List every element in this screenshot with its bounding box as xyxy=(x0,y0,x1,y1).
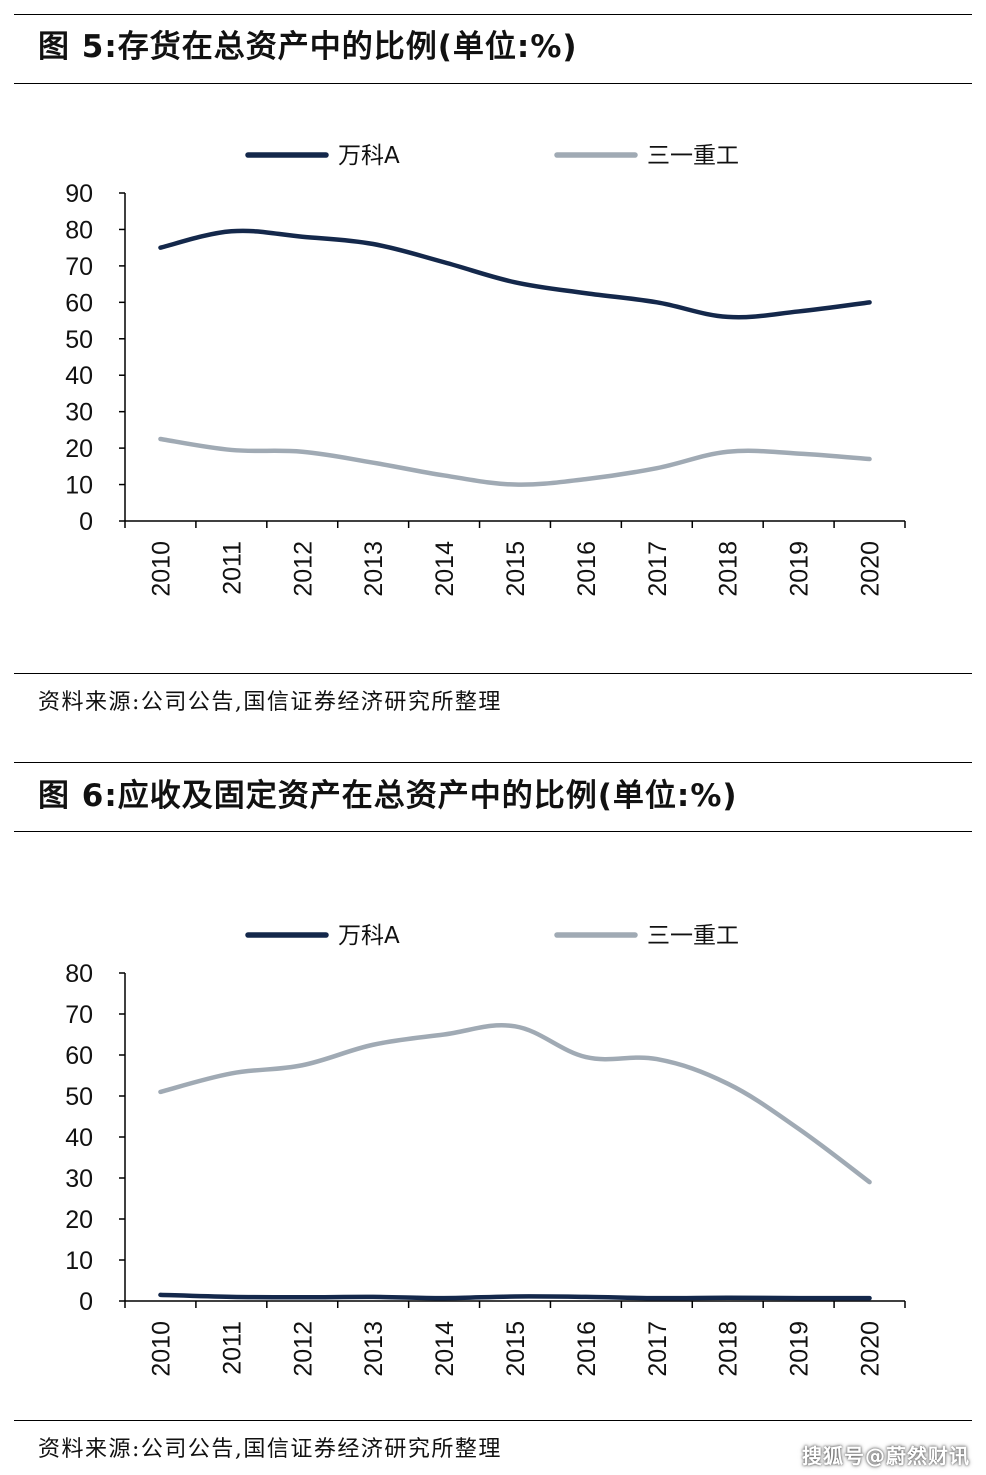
figure6-title-rule xyxy=(14,831,972,832)
figure6-chart: 0 10 20 30 40 50 60 70 80 2010 2011 2012 2013 2014 201… xyxy=(65,923,906,1377)
figure5-y-tick-label: 90 xyxy=(65,180,93,208)
figure6-series-line-2 xyxy=(158,1023,872,1185)
figure6-x-tick-label: 2012 xyxy=(289,1321,317,1377)
figure6-series-line-1 xyxy=(158,1292,872,1301)
figure5-x-tick-label: 2015 xyxy=(502,541,530,597)
figure5-series-line-1 xyxy=(158,228,872,320)
figure6-x-tick-label: 2017 xyxy=(644,1321,672,1377)
figure6-x-tick-label: 2016 xyxy=(573,1321,601,1377)
figure6-y-tick-label: 40 xyxy=(65,1124,93,1152)
figure5-y-tick-label: 30 xyxy=(65,399,93,427)
figure5-x-tick-label: 2012 xyxy=(289,541,317,597)
figure5-x-tick-label: 2014 xyxy=(431,541,459,597)
watermark-text: 搜狐号@蔚然财讯 xyxy=(802,1444,970,1468)
figure6-y-tick-label: 80 xyxy=(65,960,93,988)
figure6-y-tick-label: 50 xyxy=(65,1083,93,1111)
figure6-y-tick-label: 70 xyxy=(65,1001,93,1029)
figure6-source: 资料来源:公司公告,国信证券经济研究所整理 xyxy=(38,1437,502,1462)
figure6-x-tick-label: 2013 xyxy=(360,1321,388,1377)
figure5-x-tick-label: 2010 xyxy=(147,541,175,597)
figure6-title: 图 6:应收及固定资产在总资产中的比例(单位:%) xyxy=(38,778,738,814)
figure5-y-tick-label: 60 xyxy=(65,289,93,317)
figure5-bottom-rule xyxy=(14,673,972,674)
figure5-y-tick-label: 50 xyxy=(65,326,93,354)
figure6-x-tick-label: 2019 xyxy=(786,1321,814,1377)
figure5-title: 图 5:存货在总资产中的比例(单位:%) xyxy=(38,29,578,65)
figure5-x-tick-label: 2011 xyxy=(218,541,246,595)
figure5-x-tick-label: 2013 xyxy=(360,541,388,597)
figure5-y-tick-label: 20 xyxy=(65,435,93,463)
figure6-x-tick-label: 2014 xyxy=(431,1321,459,1377)
figure5-legend-label-2: 三一重工 xyxy=(647,143,739,169)
figure6-x-tick-label: 2015 xyxy=(502,1321,530,1377)
figure6-legend-label-1: 万科A xyxy=(338,923,400,949)
figure6-y-tick-label: 10 xyxy=(65,1247,93,1275)
figure5-x-tick-label: 2018 xyxy=(715,541,743,597)
figure6-bottom-rule xyxy=(14,1420,972,1421)
figure6-x-tick-label: 2011 xyxy=(218,1321,246,1375)
figure5-source: 资料来源:公司公告,国信证券经济研究所整理 xyxy=(38,690,502,715)
figure5-x-tick-label: 2019 xyxy=(786,541,814,597)
figure5-chart: 0 10 20 30 40 50 60 70 80 90 2010 2011 2012 2013 2014 2… xyxy=(65,143,906,597)
figure6-x-tick-label: 2018 xyxy=(715,1321,743,1377)
figure5-y-tick-label: 70 xyxy=(65,253,93,281)
figure5-x-tick-label: 2017 xyxy=(644,541,672,597)
figure5-y-tick-label: 40 xyxy=(65,362,93,390)
figure6-x-tick-label: 2020 xyxy=(857,1321,885,1377)
figure5-legend-label-1: 万科A xyxy=(338,143,400,169)
figure5-y-tick-label: 10 xyxy=(65,472,93,500)
figure5-y-tick-label: 0 xyxy=(79,508,93,536)
figure5-x-tick-label: 2016 xyxy=(573,541,601,597)
figure5-top-rule xyxy=(14,14,972,15)
figure5-series-line-2 xyxy=(158,436,872,487)
figure6-y-tick-label: 60 xyxy=(65,1042,93,1070)
figure6-y-tick-label: 20 xyxy=(65,1206,93,1234)
figure6-y-tick-label: 30 xyxy=(65,1165,93,1193)
figure5-x-tick-label: 2020 xyxy=(857,541,885,597)
figure6-top-rule xyxy=(14,762,972,763)
figure6-legend-label-2: 三一重工 xyxy=(647,923,739,949)
figure6-y-tick-label: 0 xyxy=(79,1288,93,1316)
figure5-title-rule xyxy=(14,83,972,84)
figure5-y-tick-label: 80 xyxy=(65,216,93,244)
figure6-x-tick-label: 2010 xyxy=(147,1321,175,1377)
